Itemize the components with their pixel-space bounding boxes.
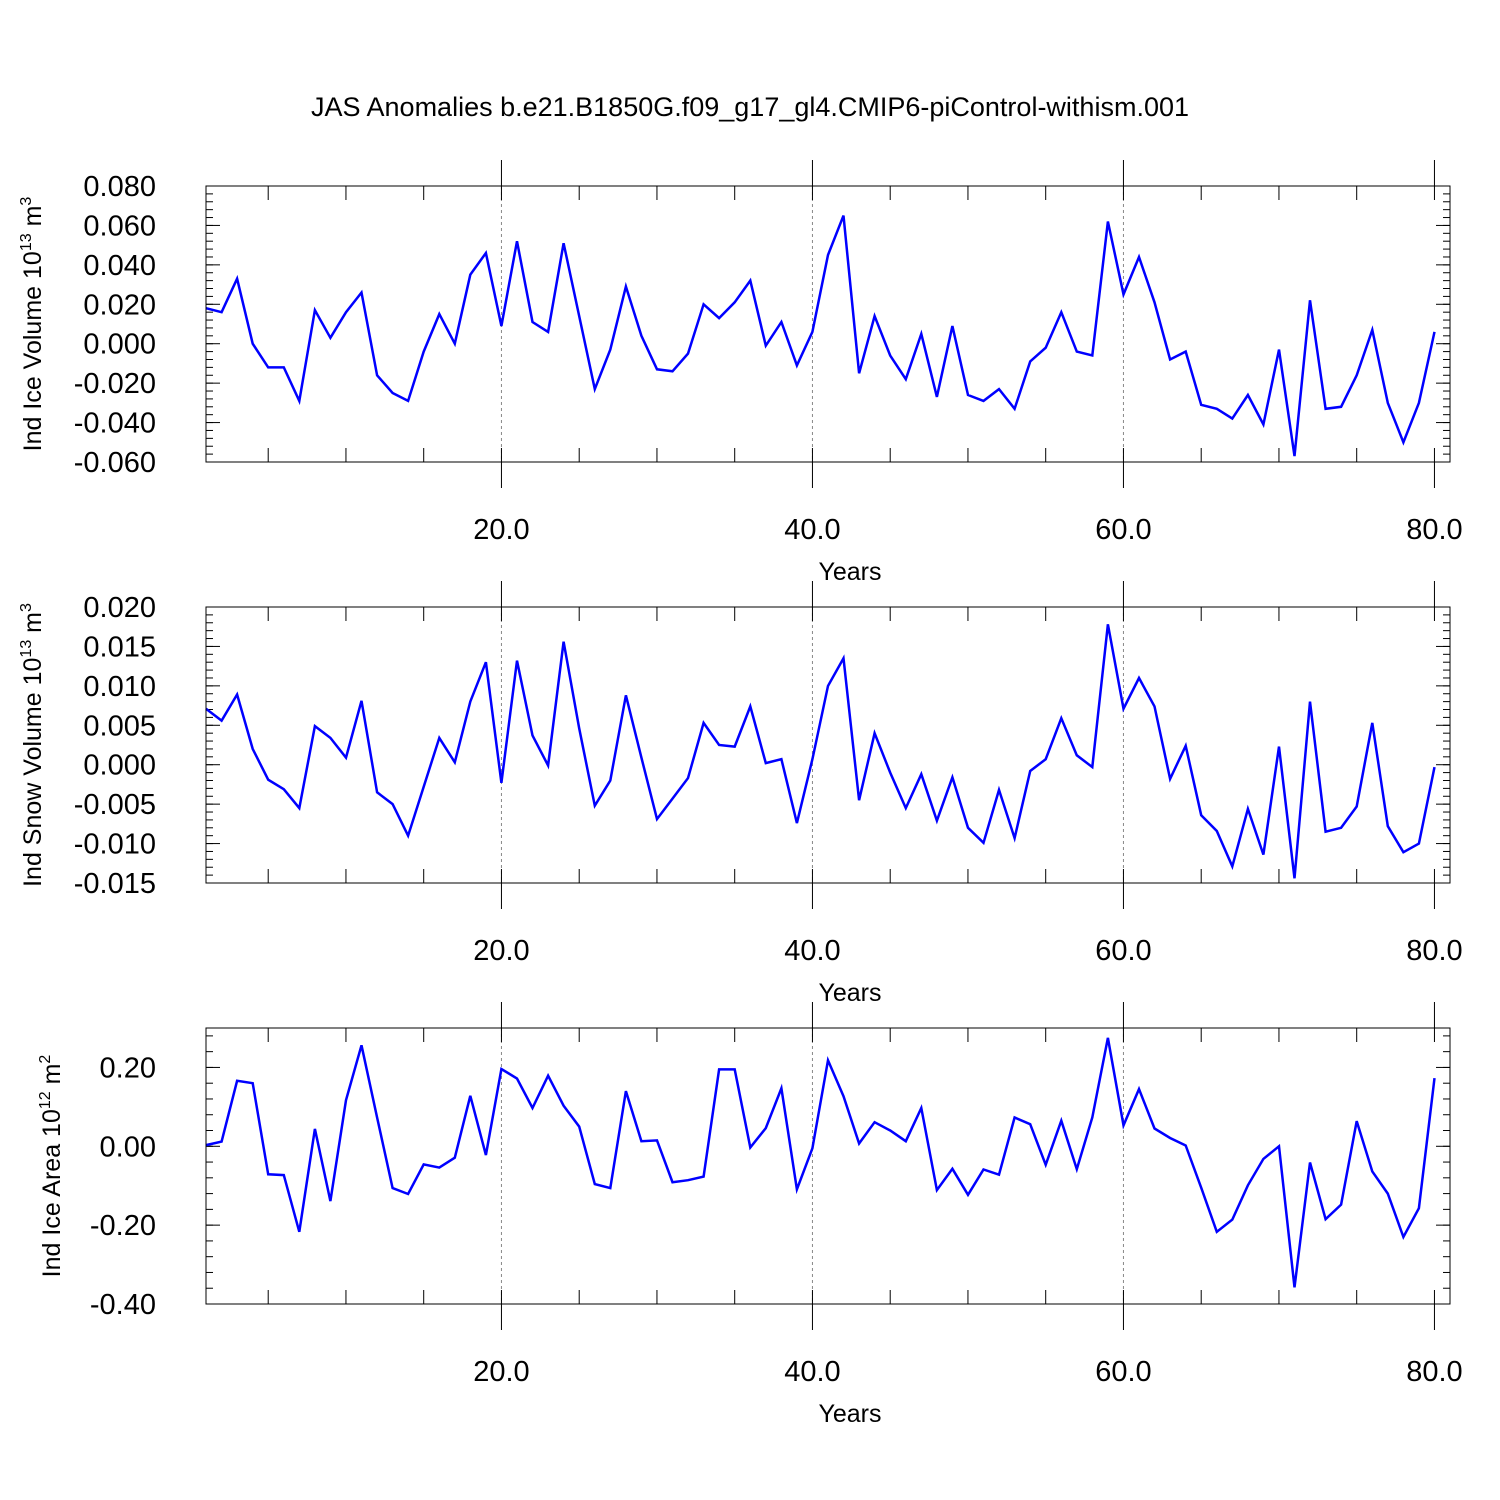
y-tick-label: -0.010	[74, 829, 156, 861]
y-axis-label: Ind Ice Area 1012 m2	[37, 1055, 66, 1278]
y-tick-label: 0.015	[83, 631, 156, 663]
y-tick-label: -0.020	[74, 368, 156, 400]
y-tick-label: 0.000	[83, 329, 156, 361]
panel-ice-area: -0.40 -0.20 0.00 0.20 20.0 40.0 60.0 80.0 Years I…	[37, 1002, 1463, 1428]
y-tick-label: 0.00	[100, 1131, 156, 1163]
y-tick-label: 0.060	[83, 210, 156, 242]
y-axis-label: Ind Snow Volume 1013 m3	[18, 603, 47, 887]
x-tick-label: 20.0	[473, 514, 529, 546]
plot-frame	[205, 1027, 1451, 1305]
data-series-line	[205, 1037, 1436, 1288]
x-tick-label: 40.0	[784, 1356, 840, 1388]
x-tick-label: 60.0	[1095, 935, 1151, 967]
y-tick-label: 0.000	[83, 750, 156, 782]
y-tick-label: 0.040	[83, 250, 156, 282]
y-tick-label: 0.080	[83, 171, 156, 203]
x-tick-label: 60.0	[1095, 1356, 1151, 1388]
x-tick-label: 40.0	[784, 514, 840, 546]
x-tick-label: 40.0	[784, 935, 840, 967]
y-tick-label: -0.20	[90, 1210, 156, 1242]
x-tick-label: 20.0	[473, 935, 529, 967]
y-tick-label: 0.005	[83, 710, 156, 742]
figure-title: JAS Anomalies b.e21.B1850G.f09_g17_gl4.C…	[311, 92, 1189, 122]
x-axis-label: Years	[818, 1400, 881, 1428]
y-tick-label: 0.020	[83, 592, 156, 624]
y-tick-label: -0.40	[90, 1289, 156, 1321]
x-tick-label: 60.0	[1095, 514, 1151, 546]
y-tick-label: -0.060	[74, 447, 156, 479]
y-tick-label: -0.015	[74, 868, 156, 900]
y-tick-label: 0.20	[100, 1052, 156, 1084]
y-tick-label: -0.005	[74, 789, 156, 821]
data-series-line	[205, 215, 1436, 457]
x-tick-label: 80.0	[1406, 1356, 1462, 1388]
data-series-line	[205, 624, 1436, 879]
y-axis-label: Ind Ice Volume 1013 m3	[18, 197, 47, 452]
x-tick-label: 80.0	[1406, 935, 1462, 967]
y-tick-label: 0.020	[83, 289, 156, 321]
panel-snow-volume: -0.015 -0.010 -0.005 0.000 0.005 0.010 0.015 0.…	[18, 581, 1463, 1007]
x-axis-label: Years	[818, 558, 881, 586]
plot-frame	[205, 185, 1451, 463]
y-tick-label: 0.010	[83, 671, 156, 703]
x-axis-label: Years	[818, 979, 881, 1007]
y-tick-label: -0.040	[74, 408, 156, 440]
x-tick-label: 80.0	[1406, 514, 1462, 546]
x-tick-label: 20.0	[473, 1356, 529, 1388]
panel-ice-volume: -0.060 -0.040 -0.020 0.000 0.020 0.040 0.060 0.…	[18, 160, 1463, 586]
plot-frame	[205, 606, 1451, 884]
